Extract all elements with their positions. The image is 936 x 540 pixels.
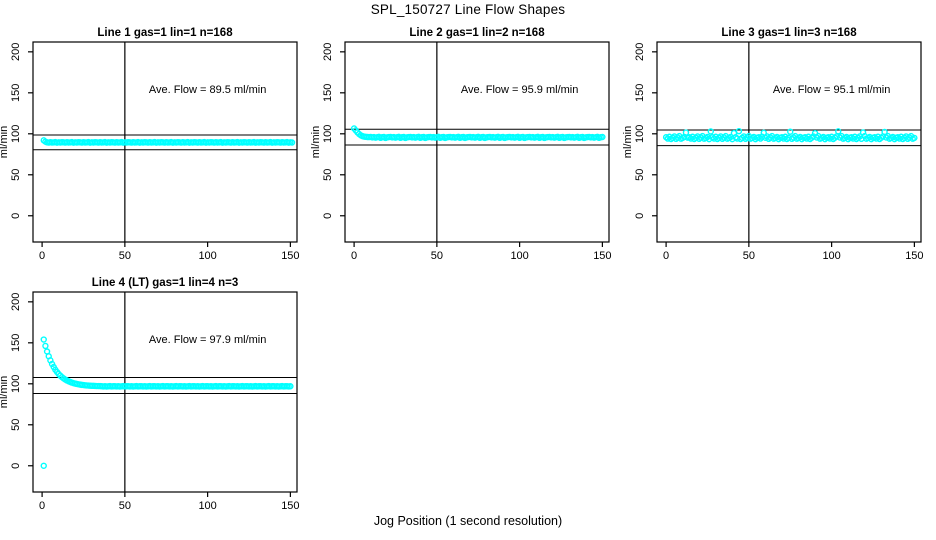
panel-title: Line 1 gas=1 lin=1 n=168 (97, 27, 233, 39)
plot-box (32, 41, 298, 243)
y-axis-label: ml/min (622, 126, 634, 158)
data-point (288, 139, 296, 146)
y-tick-label: 200 (322, 43, 334, 61)
data-point (735, 127, 743, 135)
x-tick-label: 100 (822, 250, 840, 262)
data-points (40, 336, 294, 469)
data-point (40, 336, 47, 343)
x-tick-label: 150 (593, 250, 611, 262)
x-tick-label: 150 (281, 500, 299, 512)
panel-title: Line 4 (LT) gas=1 lin=4 n=3 (92, 277, 238, 289)
data-point (835, 128, 842, 135)
plot-box (656, 41, 922, 243)
x-tick-label: 50 (119, 500, 131, 512)
x-tick-label: 100 (198, 250, 216, 262)
y-tick-label: 150 (10, 334, 22, 352)
x-tick-label: 50 (743, 250, 755, 262)
ave-flow-annotation: Ave. Flow = 95.1 ml/min (773, 84, 890, 96)
plot-box (32, 291, 298, 493)
panel-line1-chart: Line 1 gas=1 lin=1 n=168 0 50 100 150 0 50 100 1… (0, 27, 300, 262)
y-tick-label: 200 (10, 43, 22, 61)
x-tick-label: 50 (119, 250, 131, 262)
plot-box (344, 41, 610, 243)
figure-title: SPL_150727 Line Flow Shapes (370, 2, 566, 17)
y-tick-label: 50 (634, 169, 646, 181)
y-tick-label: 150 (634, 84, 646, 102)
y-tick-label: 50 (322, 169, 334, 181)
y-tick-label: 100 (10, 375, 22, 393)
x-tick-label: 0 (351, 250, 357, 262)
y-tick-label: 0 (10, 213, 22, 219)
data-point (40, 462, 47, 469)
y-axis-label: ml/min (310, 126, 322, 158)
data-point (287, 383, 294, 390)
ave-flow-annotation: Ave. Flow = 89.5 ml/min (149, 84, 266, 96)
x-tick-label: 150 (905, 250, 923, 262)
y-tick-label: 100 (10, 125, 22, 143)
x-axis-label: Jog Position (1 second resolution) (373, 514, 563, 528)
panel-line3-chart: Line 3 gas=1 lin=3 n=168 0 50 100 150 0 50 100 1… (622, 27, 924, 262)
ave-flow-annotation: Ave. Flow = 97.9 ml/min (149, 334, 266, 346)
y-tick-label: 0 (322, 213, 334, 219)
data-point (787, 128, 794, 135)
y-tick-label: 0 (10, 463, 22, 469)
x-tick-label: 50 (431, 250, 443, 262)
panel-line2-chart: Line 2 gas=1 lin=2 n=168 0 50 100 150 0 50 100 1… (310, 27, 612, 262)
data-point (707, 128, 714, 135)
panel-title: Line 3 gas=1 lin=3 n=168 (721, 27, 857, 39)
data-point (599, 133, 606, 141)
data-points (40, 137, 296, 146)
y-tick-label: 50 (10, 169, 22, 181)
y-tick-label: 150 (10, 84, 22, 102)
x-tick-label: 100 (510, 250, 528, 262)
y-axis-label: ml/min (0, 376, 10, 408)
y-tick-label: 0 (634, 213, 646, 219)
x-tick-label: 0 (39, 250, 45, 262)
y-tick-label: 100 (322, 125, 334, 143)
x-tick-label: 100 (198, 500, 216, 512)
y-tick-label: 100 (634, 125, 646, 143)
data-point (911, 134, 918, 142)
x-tick-label: 150 (281, 250, 299, 262)
data-point (42, 342, 49, 350)
panel-title: Line 2 gas=1 lin=2 n=168 (409, 27, 545, 39)
y-axis-label: ml/min (0, 126, 10, 158)
panel-line4-chart: Line 4 (LT) gas=1 lin=4 n=3 0 50 100 150 0 50 1… (0, 277, 300, 512)
ave-flow-annotation: Ave. Flow = 95.9 ml/min (461, 84, 578, 96)
y-tick-label: 50 (10, 419, 22, 431)
y-tick-label: 150 (322, 84, 334, 102)
data-points (662, 127, 918, 143)
data-points (350, 125, 606, 142)
y-tick-label: 200 (10, 293, 22, 311)
x-tick-label: 0 (39, 500, 45, 512)
data-point (881, 128, 888, 136)
x-tick-label: 0 (663, 250, 669, 262)
y-tick-label: 200 (634, 43, 646, 61)
